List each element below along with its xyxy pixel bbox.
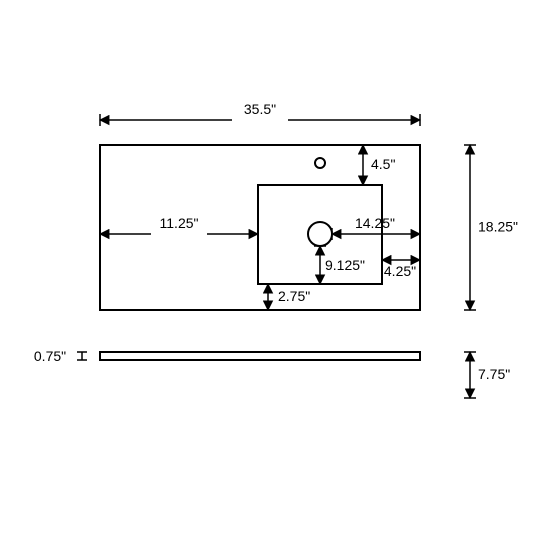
dim-basin-to-bottom: 2.75"	[262, 284, 310, 310]
dim-left-to-basin: 11.25"	[100, 215, 258, 240]
dim-basin-to-bottom-label: 2.75"	[278, 288, 310, 304]
slab-side	[100, 352, 420, 360]
dim-bowl-depth-label: 7.75"	[478, 366, 510, 382]
dim-drain-to-bottom: 9.125"	[314, 246, 365, 284]
sink-technical-drawing: 35.5" 18.25" 4.5" 14.25" 9.125" 4.25" 2.75" 11.…	[0, 0, 550, 550]
dim-drain-to-right-label: 14.25"	[355, 215, 395, 231]
dim-left-to-basin-label: 11.25"	[160, 215, 199, 231]
dim-slab-thickness: 0.75"	[34, 348, 87, 364]
faucet-hole	[315, 158, 325, 168]
dim-faucet-to-top-label: 4.5"	[371, 156, 395, 172]
dim-drain-to-right: 14.25"	[332, 215, 420, 240]
dim-basin-gap-right-label: 4.25"	[384, 263, 416, 279]
dim-slab-thickness-label: 0.75"	[34, 348, 66, 364]
dim-overall-width: 35.5"	[100, 101, 420, 126]
drain-hole	[308, 222, 332, 246]
dim-overall-width-label: 35.5"	[244, 101, 276, 117]
dim-faucet-to-top: 4.5"	[357, 145, 395, 185]
dim-basin-gap-right: 4.25"	[382, 254, 420, 279]
dim-overall-height: 18.25"	[464, 145, 518, 310]
dim-overall-height-label: 18.25"	[478, 219, 518, 235]
dim-bowl-depth: 7.75"	[464, 352, 510, 398]
dim-drain-to-bottom-label: 9.125"	[325, 257, 365, 273]
